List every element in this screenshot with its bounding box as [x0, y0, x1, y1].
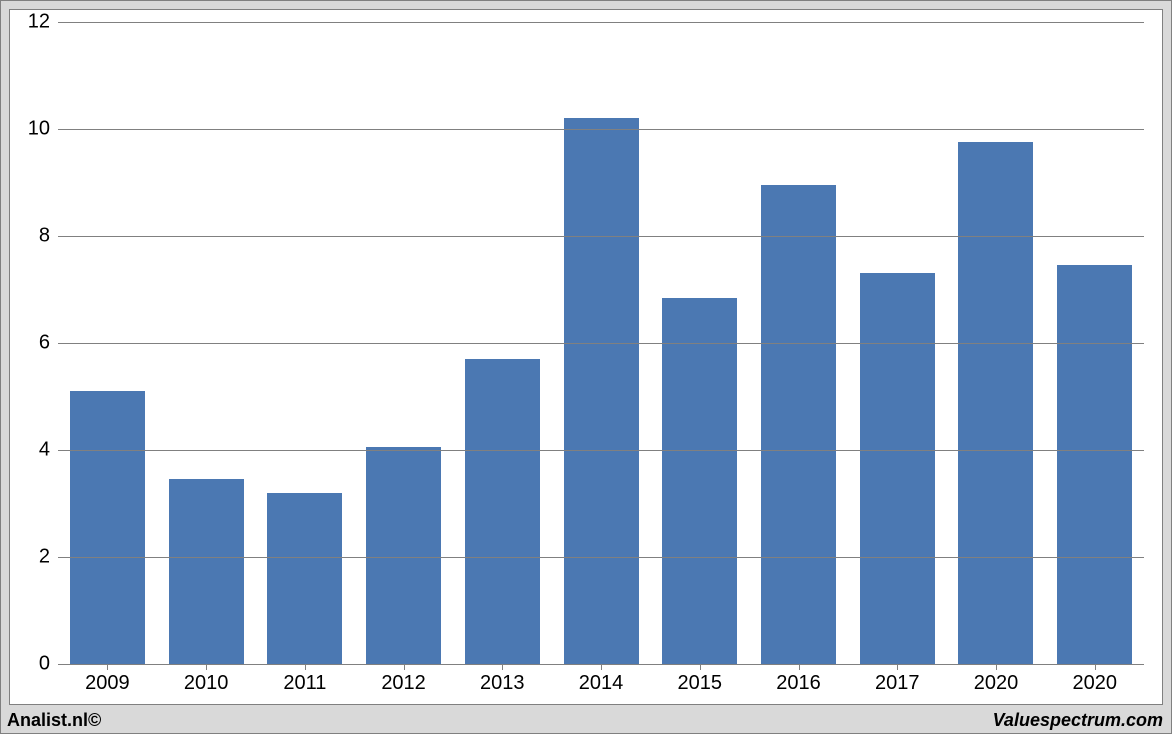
x-tick-label: 2009 — [85, 664, 130, 695]
x-tick-label: 2017 — [875, 664, 920, 695]
bar — [761, 185, 836, 664]
x-axis-line — [58, 664, 1144, 665]
x-tick-label: 2020 — [974, 664, 1019, 695]
y-tick-label: 0 — [39, 653, 58, 676]
bar — [465, 359, 540, 664]
y-tick-label: 10 — [28, 118, 58, 141]
bar — [169, 479, 244, 664]
x-tick-label: 2016 — [776, 664, 821, 695]
x-tick-label: 2011 — [283, 664, 326, 695]
gridline — [58, 450, 1144, 451]
bar — [958, 142, 1033, 664]
bar — [662, 298, 737, 664]
y-tick-label: 6 — [39, 332, 58, 355]
gridline — [58, 343, 1144, 344]
x-tick-label: 2010 — [184, 664, 229, 695]
chart-panel: 2009201020112012201320142015201620172020… — [9, 9, 1163, 705]
gridline — [58, 236, 1144, 237]
x-tick-label: 2014 — [579, 664, 624, 695]
y-tick-label: 12 — [28, 11, 58, 34]
bar — [267, 493, 342, 664]
plot-area: 2009201020112012201320142015201620172020… — [58, 22, 1144, 664]
bar — [1057, 265, 1132, 664]
x-tick-label: 2012 — [381, 664, 426, 695]
gridline — [58, 129, 1144, 130]
y-tick-label: 4 — [39, 439, 58, 462]
bar — [70, 391, 145, 664]
y-tick-label: 2 — [39, 546, 58, 569]
gridline — [58, 22, 1144, 23]
x-tick-label: 2015 — [678, 664, 723, 695]
x-tick-label: 2013 — [480, 664, 525, 695]
bar — [564, 118, 639, 664]
footer-right: Valuespectrum.com — [993, 710, 1163, 731]
bar — [860, 273, 935, 664]
footer-left: Analist.nl© — [7, 710, 101, 731]
x-tick-label: 2020 — [1072, 664, 1117, 695]
bar — [366, 447, 441, 664]
gridline — [58, 557, 1144, 558]
chart-outer: 2009201020112012201320142015201620172020… — [0, 0, 1172, 734]
y-tick-label: 8 — [39, 225, 58, 248]
